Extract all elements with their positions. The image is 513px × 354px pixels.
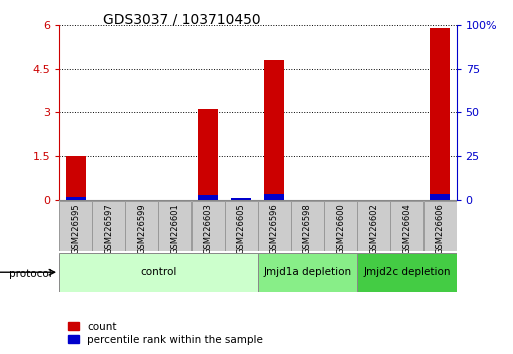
Text: GSM226605: GSM226605 xyxy=(236,203,246,254)
Bar xyxy=(430,28,450,200)
Text: GSM226604: GSM226604 xyxy=(402,203,411,254)
FancyBboxPatch shape xyxy=(92,200,125,251)
FancyBboxPatch shape xyxy=(324,200,357,251)
FancyBboxPatch shape xyxy=(291,200,324,251)
Text: GSM226598: GSM226598 xyxy=(303,203,312,254)
Text: GSM226602: GSM226602 xyxy=(369,203,378,254)
FancyBboxPatch shape xyxy=(258,200,291,251)
Legend: count, percentile rank within the sample: count, percentile rank within the sample xyxy=(64,317,267,349)
Text: GSM226596: GSM226596 xyxy=(270,203,279,254)
Text: Jmjd1a depletion: Jmjd1a depletion xyxy=(263,267,351,277)
Bar xyxy=(264,60,284,200)
Bar xyxy=(231,198,251,200)
FancyBboxPatch shape xyxy=(424,200,457,251)
FancyBboxPatch shape xyxy=(59,253,258,292)
Text: protocol: protocol xyxy=(9,269,52,279)
FancyBboxPatch shape xyxy=(125,200,159,251)
Text: control: control xyxy=(140,267,176,277)
FancyBboxPatch shape xyxy=(159,200,191,251)
FancyBboxPatch shape xyxy=(225,200,258,251)
Text: GSM226601: GSM226601 xyxy=(170,203,180,254)
Text: Jmjd2c depletion: Jmjd2c depletion xyxy=(363,267,450,277)
Bar xyxy=(198,109,218,200)
FancyBboxPatch shape xyxy=(191,200,225,251)
Bar xyxy=(66,196,86,200)
Bar xyxy=(198,195,218,200)
FancyBboxPatch shape xyxy=(357,200,390,251)
Bar xyxy=(264,194,284,200)
Text: GSM226599: GSM226599 xyxy=(137,203,146,254)
FancyBboxPatch shape xyxy=(258,253,357,292)
Bar xyxy=(66,156,86,200)
Text: GDS3037 / 103710450: GDS3037 / 103710450 xyxy=(103,12,260,27)
FancyBboxPatch shape xyxy=(357,253,457,292)
Bar xyxy=(430,194,450,200)
FancyBboxPatch shape xyxy=(59,200,92,251)
Text: GSM226603: GSM226603 xyxy=(204,203,212,254)
Text: GSM226606: GSM226606 xyxy=(436,203,444,254)
Text: GSM226600: GSM226600 xyxy=(336,203,345,254)
Text: GSM226595: GSM226595 xyxy=(71,203,80,254)
FancyBboxPatch shape xyxy=(390,200,423,251)
Text: GSM226597: GSM226597 xyxy=(104,203,113,254)
